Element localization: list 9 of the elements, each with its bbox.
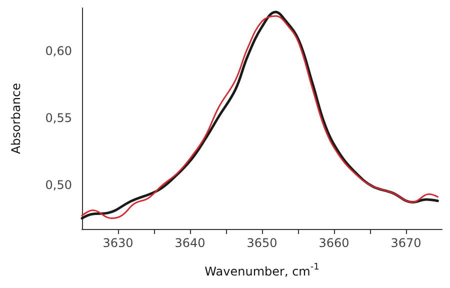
y-tick-label: 0,55: [45, 110, 72, 125]
x-tick-label: 3670: [390, 236, 422, 250]
y-tick-label: 0,50: [45, 178, 72, 192]
x-tick-label: 3660: [318, 236, 350, 250]
x-tick-label: 3650: [246, 236, 278, 250]
x-tick-label: 3640: [174, 236, 206, 250]
y-tick-label: 0,60: [45, 44, 72, 58]
y-axis-title: Absorbance: [9, 83, 23, 154]
x-tick-label: 3630: [102, 236, 134, 250]
